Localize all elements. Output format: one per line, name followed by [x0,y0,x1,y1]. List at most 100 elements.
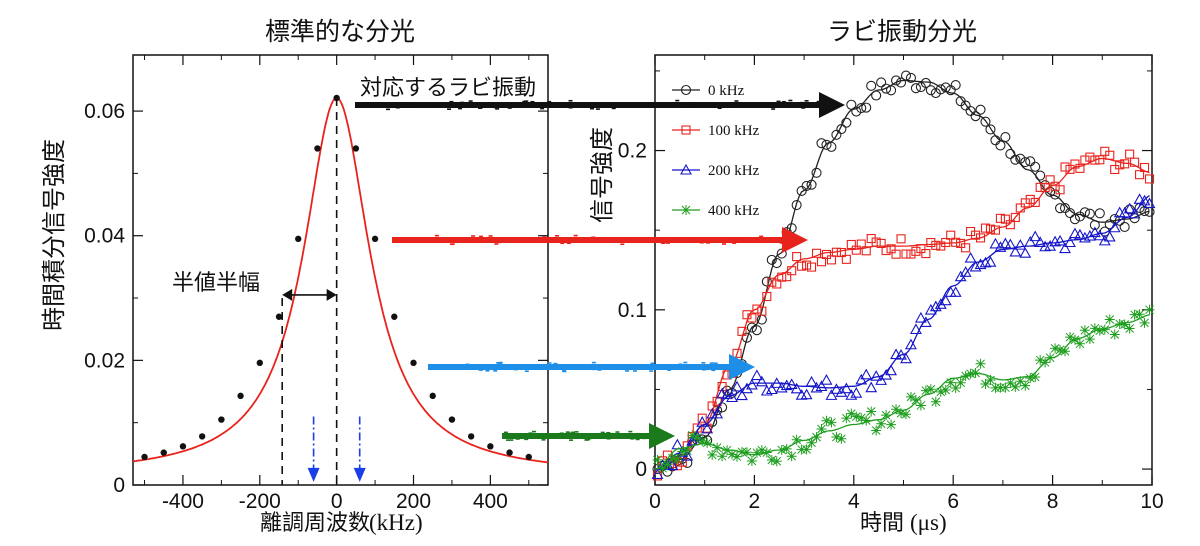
arrow-noise [636,433,640,435]
arrow-noise [459,368,463,370]
arrow-noise [710,362,714,364]
arrow-noise [732,242,736,244]
arrow-noise [532,431,536,433]
arrow-noise [633,106,637,108]
arrow-noise [431,104,435,106]
rabi-data-point [812,432,822,442]
rabi-data-point [1020,381,1030,391]
arrow-noise [473,106,477,108]
arrow-noise [759,236,763,238]
arrow-noise [700,242,704,244]
arrow-noise [485,370,489,372]
arrow-noise [567,242,571,244]
rabi-data-point [966,253,976,262]
arrow-noise [528,432,532,434]
rabi-data-point [752,371,762,380]
left-ylabel-text: 時間積分信号強度 [40,139,68,331]
arrow-noise [708,103,712,105]
arrow-noise [464,366,468,368]
arrow-noise [553,363,557,365]
rabi-data-point [1111,165,1119,173]
arrow-noise [478,107,482,109]
legend-label: 200 kHz [708,163,760,179]
left-xlabel-unit: (kHz) [369,510,423,535]
rabi-data-point [1105,314,1115,324]
left-y-tick-label: 0 [113,474,125,497]
right-x-tick-label: 2 [749,490,761,513]
rabi-data-point [747,456,757,466]
arrow-noise [666,240,670,242]
right-y-tick-label: 0.1 [618,299,647,322]
arrow-head [649,423,675,449]
rabi-data-point [1006,149,1015,158]
arrow-noise [514,369,518,371]
left-x-tick-label: 0 [331,490,343,513]
rabi-data-point [976,359,986,369]
rabi-data-point [907,250,915,258]
rabi-data-point [1036,171,1045,180]
rabi-data-point [917,245,925,253]
rabi-data-point [886,420,896,430]
arrow-noise [771,108,775,110]
rabi-data-point [712,443,722,453]
arrow-noise [615,431,619,433]
arrow-noise [682,103,686,105]
rabi-data-point [1075,339,1085,349]
arrow-noise [613,104,617,106]
rabi-data-point [866,406,876,416]
left-y-tick-label: 0.02 [84,349,125,372]
arrow-noise [664,241,668,243]
arrow-noise [540,108,544,110]
arrow-noise [722,243,726,245]
rabi-data-point [866,383,876,392]
rabi-data-point [1045,353,1055,363]
arrow-noise [628,431,632,433]
hwhm-arrow-left-head [282,289,292,301]
right-y-tick-label: 0.2 [618,140,647,163]
arrow-noise [504,432,508,434]
arrow-noise [490,104,494,106]
left-data-point [237,393,243,399]
arrow-noise [473,104,477,106]
arrow-noise [782,101,786,103]
arrow-noise [678,368,682,370]
arrow-noise [477,367,481,369]
rabi-data-point [826,390,836,399]
rabi-data-point [872,91,881,100]
rabi-data-point [1080,325,1090,335]
left-data-point [141,454,147,460]
rabi-data-point [841,384,851,393]
rabi-fit-curve [655,196,1150,469]
arrow-noise [701,362,705,364]
right-xlabel-unit: (μs) [910,510,947,535]
right-title: ラビ振動分光 [827,17,977,46]
arrow-noise [498,238,502,240]
arrow-noise [516,438,520,440]
rabi-data-point [788,267,796,275]
rabi-data-point [931,397,941,407]
rabi-data-point [1060,346,1070,356]
arrow-band [355,102,825,108]
arrow-noise [447,108,451,110]
arrow-noise [542,236,546,238]
rabi-data-point [1115,319,1125,329]
rabi-data-point [951,287,961,296]
arrow-noise [747,239,751,241]
rabi-data-point [1061,163,1069,171]
legend-label: 100 kHz [708,123,760,139]
rabi-data-point [681,205,691,215]
rabi-data-point [827,142,836,151]
arrow-noise [612,108,616,110]
arrow-noise [675,238,679,240]
left-data-point [430,393,436,399]
arrow-noise [465,240,469,242]
right-xlabel-text: 時間 [860,511,904,536]
rabi-data-point [826,417,836,427]
left-x-tick-label: 400 [473,490,508,513]
rabi-series [652,305,1154,474]
correspondence-arrow [428,354,755,380]
arrow-noise [687,365,691,367]
arrow-noise [538,437,542,439]
arrow-noise [575,431,579,433]
arrow-noise [688,105,692,107]
